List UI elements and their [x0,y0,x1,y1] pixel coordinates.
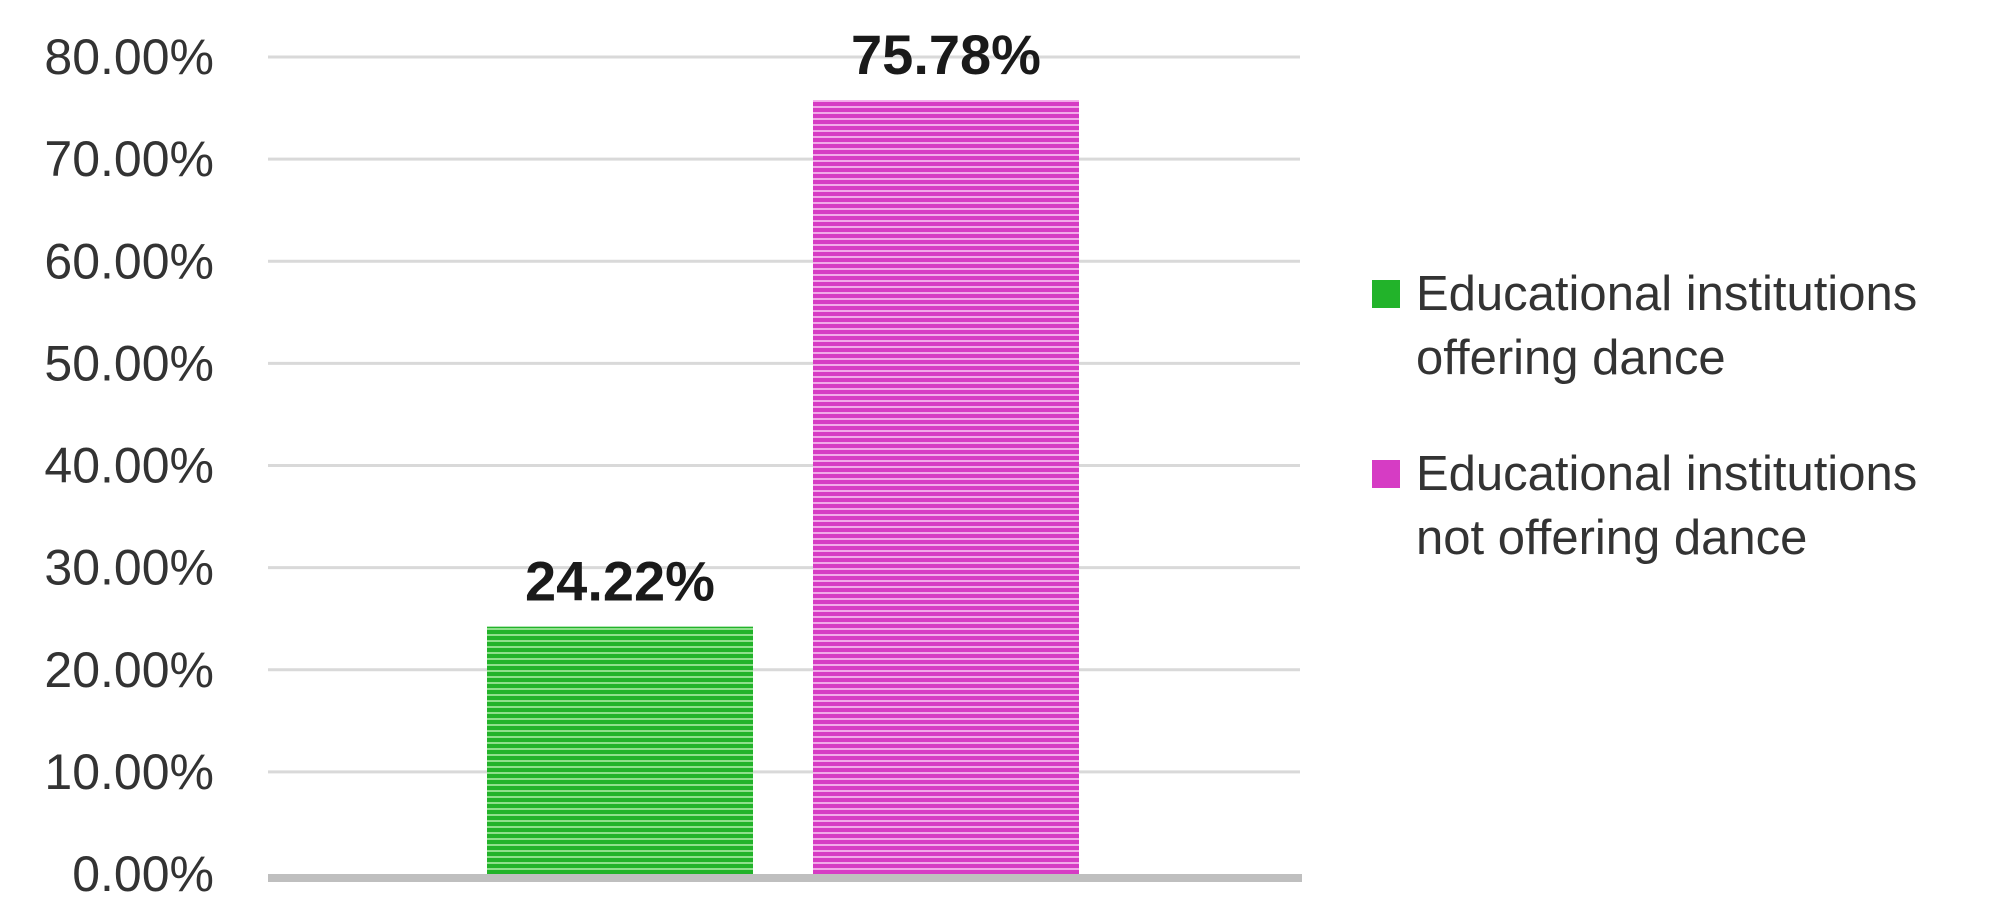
y-tick-label: 80.00% [44,29,214,85]
legend-label-not-offering-line1: Educational institutions [1416,447,1918,501]
x-axis-line [268,874,1302,882]
gridlines [268,55,1300,774]
y-tick-label: 60.00% [44,233,214,289]
legend-label-offering-line1: Educational institutions [1416,267,1918,321]
y-tick-label: 70.00% [44,131,214,187]
bar-offering-dance [487,626,753,874]
y-tick-label: 40.00% [44,438,214,494]
bars [487,100,1079,875]
legend-label-offering-line2: offering dance [1416,331,1726,385]
bar-not-offering-dance [813,100,1079,875]
data-label-not-offering-dance: 75.78% [851,23,1041,86]
y-axis-ticks: 0.00% 10.00% 20.00% 30.00% 40.00% 50.00% 60.00… [44,29,214,902]
legend-item-not-offering: Educational institutions not offering da… [1372,442,1972,570]
legend-label-not-offering-line2: not offering dance [1416,511,1808,565]
legend-swatch-offering [1372,280,1400,308]
legend-swatch-not-offering [1372,460,1400,488]
data-label-offering-dance: 24.22% [525,550,715,613]
y-tick-label: 20.00% [44,642,214,698]
y-tick-label: 10.00% [44,744,214,800]
data-labels: 24.22% 75.78% [525,23,1041,613]
y-tick-label: 30.00% [44,540,214,596]
y-tick-label: 50.00% [44,335,214,391]
y-tick-label: 0.00% [72,846,214,902]
legend-item-offering: Educational institutions offering dance [1372,262,1972,390]
legend: Educational institutions offering dance … [1372,262,1972,622]
